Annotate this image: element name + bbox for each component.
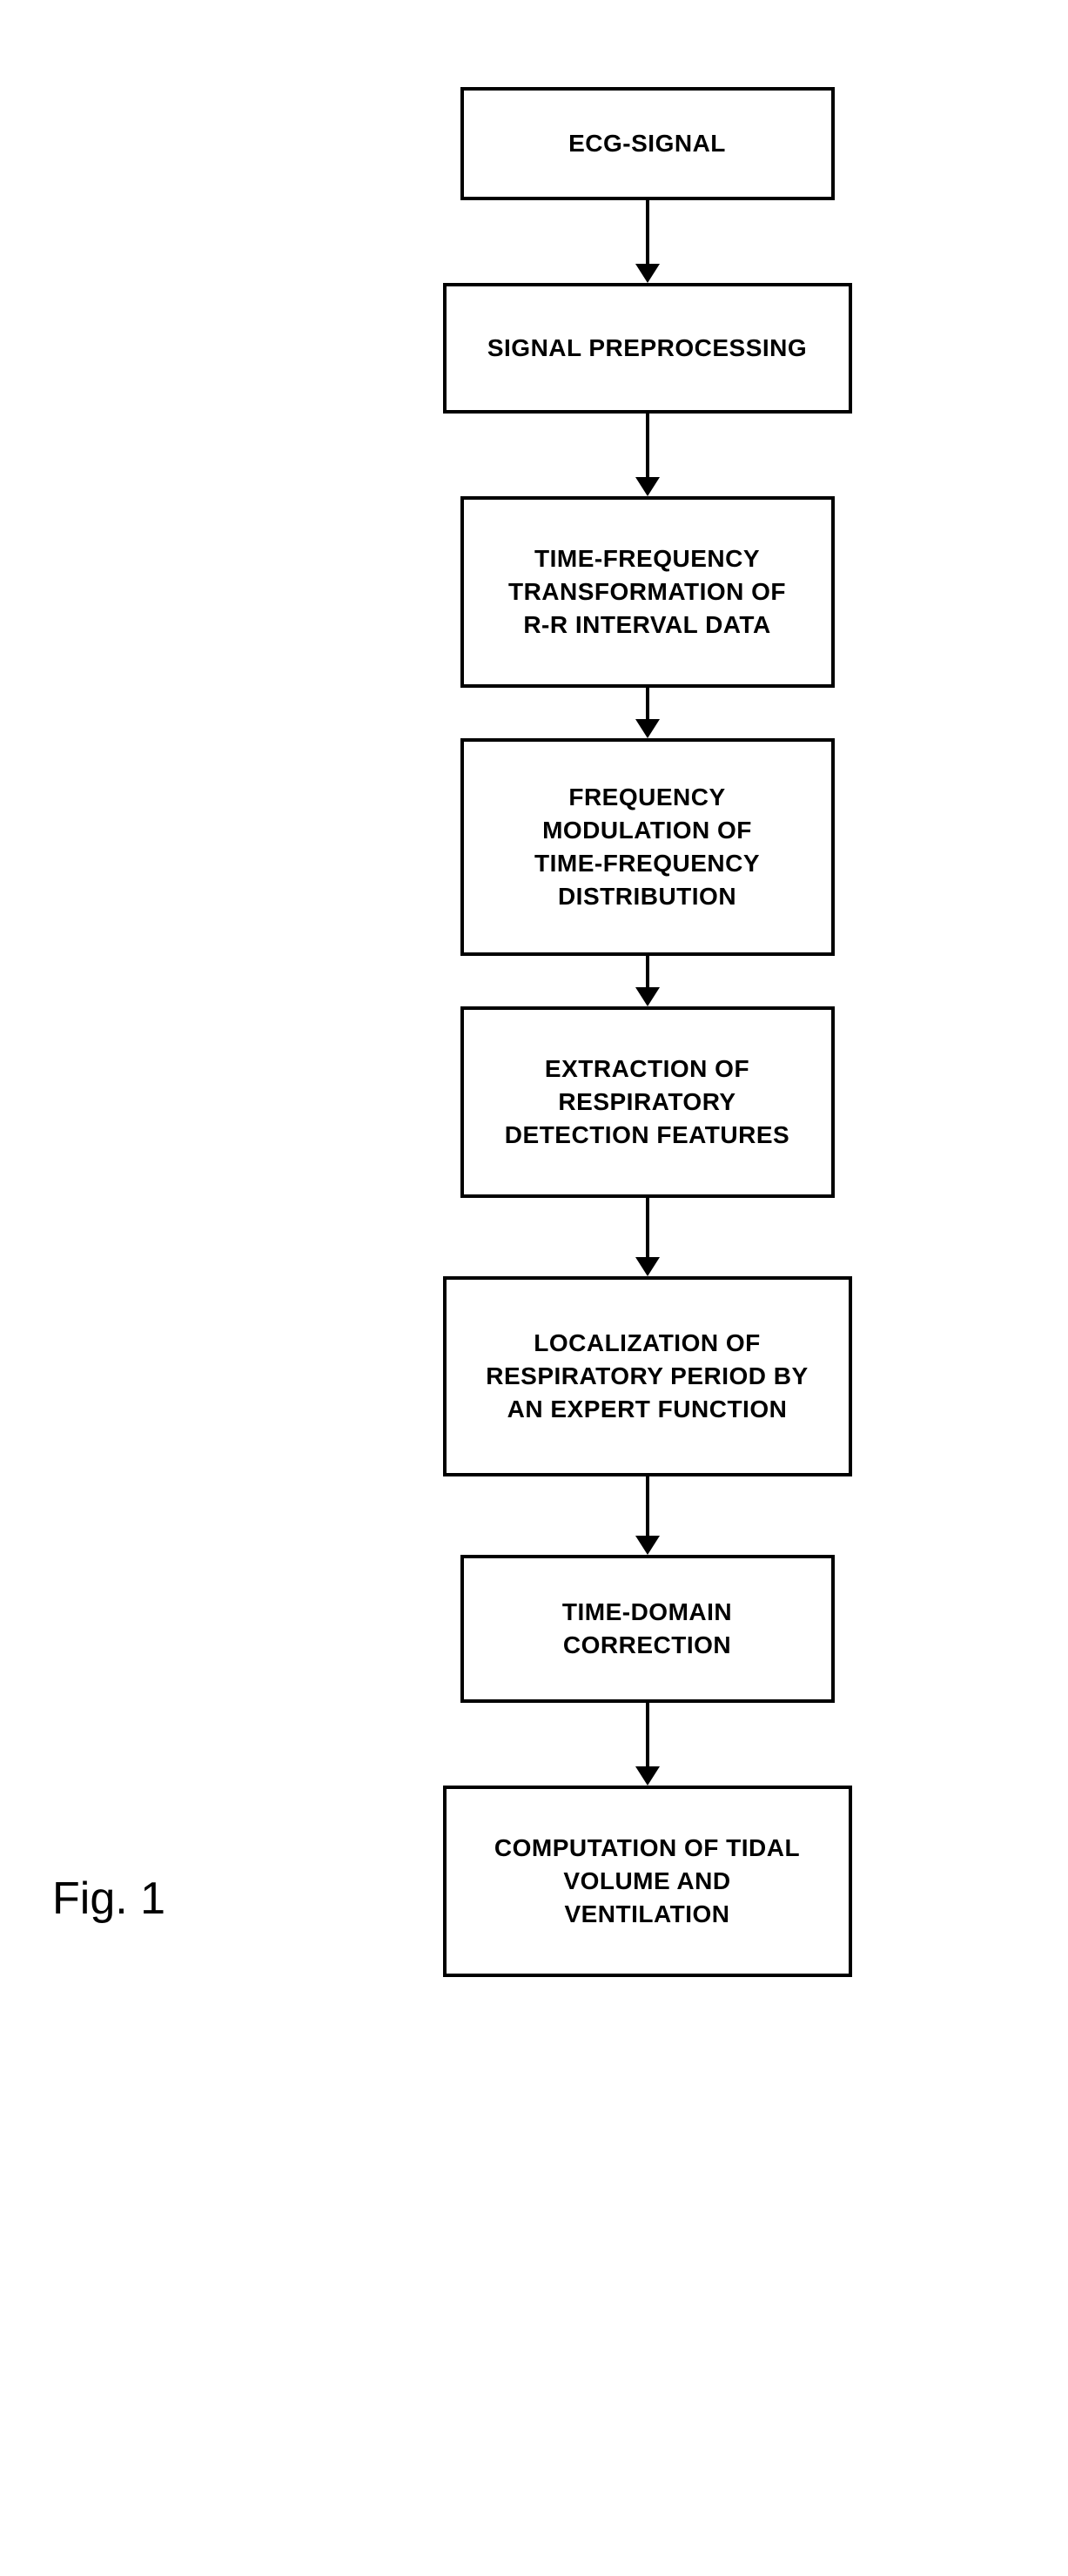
flow-node-n3: TIME-FREQUENCYTRANSFORMATION OFR-R INTER… [460, 496, 835, 688]
flow-node-n6: LOCALIZATION OFRESPIRATORY PERIOD BYAN E… [443, 1276, 852, 1476]
flow-node-n2: SIGNAL PREPROCESSING [443, 283, 852, 414]
flow-node-n1: ECG-SIGNAL [460, 87, 835, 200]
flow-node-n8: COMPUTATION OF TIDALVOLUME ANDVENTILATIO… [443, 1786, 852, 1977]
flow-node-n5: EXTRACTION OFRESPIRATORYDETECTION FEATUR… [460, 1006, 835, 1198]
flow-node-n7: TIME-DOMAINCORRECTION [460, 1555, 835, 1703]
flow-node-n4: FREQUENCYMODULATION OFTIME-FREQUENCYDIST… [460, 738, 835, 956]
flowchart-container: ECG-SIGNAL SIGNAL PREPROCESSING TIME-FREQU… [261, 87, 1033, 1977]
